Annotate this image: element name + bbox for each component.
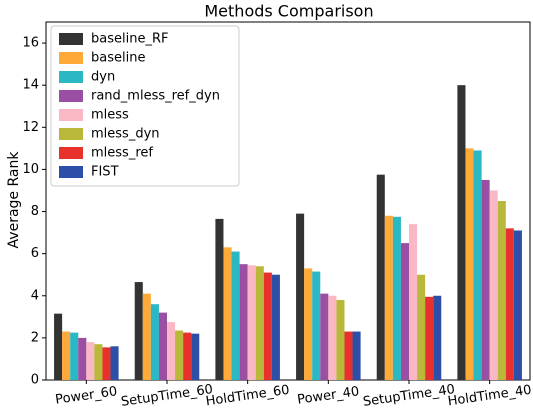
bar	[110, 346, 119, 380]
legend-box	[50, 25, 240, 187]
bar	[417, 274, 426, 380]
bar	[191, 333, 200, 380]
legend-swatch	[59, 128, 83, 140]
bar	[320, 293, 329, 380]
bar	[62, 331, 71, 380]
y-tick-label: 8	[31, 204, 39, 219]
bar	[70, 332, 79, 380]
bar	[312, 271, 321, 380]
bar	[433, 295, 442, 380]
bar	[223, 247, 232, 380]
chart-title: Methods Comparison	[204, 2, 373, 21]
bar	[158, 312, 167, 380]
legend-swatch	[59, 166, 83, 178]
bar	[255, 266, 264, 380]
legend-label: mless	[91, 108, 129, 123]
legend-swatch	[59, 71, 83, 83]
y-tick-label: 10	[22, 162, 39, 177]
bar	[54, 313, 63, 380]
bar	[336, 299, 345, 380]
bar	[296, 213, 305, 380]
bar	[142, 293, 151, 380]
legend-label: rand_mless_ref_dyn	[91, 89, 220, 104]
y-tick-label: 2	[31, 330, 39, 345]
bar	[400, 243, 409, 380]
bar	[94, 344, 103, 380]
bar	[392, 216, 401, 380]
bar	[465, 148, 474, 380]
bar	[328, 295, 337, 380]
legend-swatch	[59, 33, 83, 45]
bar	[513, 230, 522, 380]
bar	[231, 251, 240, 380]
legend-label: mless_ref	[91, 146, 153, 161]
bar	[175, 330, 184, 380]
y-tick-label: 4	[31, 288, 39, 303]
bar	[344, 331, 353, 380]
bar	[102, 347, 111, 380]
bar	[263, 272, 272, 380]
bar	[425, 296, 434, 380]
x-tick-label: HoldTime_40	[447, 383, 533, 410]
bar	[134, 282, 143, 380]
x-tick-label: Power_60	[54, 384, 118, 408]
legend-label: baseline_RF	[91, 32, 168, 47]
bar	[384, 215, 393, 380]
y-tick-label: 14	[22, 78, 39, 93]
bar	[183, 332, 192, 380]
x-tick-label: SetupTime_60	[120, 382, 214, 410]
x-tick-label: Power_40	[296, 384, 360, 408]
legend-label: baseline	[91, 51, 145, 66]
bar	[239, 264, 248, 380]
legend-label: mless_dyn	[91, 127, 160, 142]
bar	[505, 228, 514, 380]
bar	[376, 174, 385, 380]
legend-swatch	[59, 147, 83, 159]
bar	[247, 265, 256, 380]
y-axis-label: Average Rank	[6, 151, 22, 249]
bar	[215, 218, 224, 380]
bar	[304, 268, 313, 380]
bar	[409, 224, 418, 380]
bar	[271, 274, 280, 380]
x-tick-label: HoldTime_60	[205, 383, 291, 410]
legend-label: FIST	[91, 165, 119, 180]
bar	[481, 179, 490, 380]
bar	[86, 342, 95, 380]
x-tick-label: SetupTime_40	[362, 382, 456, 410]
bar	[473, 150, 482, 380]
bar	[497, 201, 506, 380]
bar	[489, 190, 498, 380]
bar	[78, 337, 87, 380]
bar	[167, 322, 176, 380]
legend-swatch	[59, 109, 83, 121]
y-tick-label: 12	[22, 120, 39, 135]
y-tick-label: 0	[31, 373, 39, 388]
legend-label: dyn	[91, 70, 115, 85]
y-tick-label: 16	[22, 36, 39, 51]
bar	[457, 85, 466, 381]
bar	[150, 304, 159, 380]
legend-swatch	[59, 52, 83, 64]
y-tick-label: 6	[31, 246, 39, 261]
bar	[352, 331, 361, 380]
legend-swatch	[59, 90, 83, 102]
